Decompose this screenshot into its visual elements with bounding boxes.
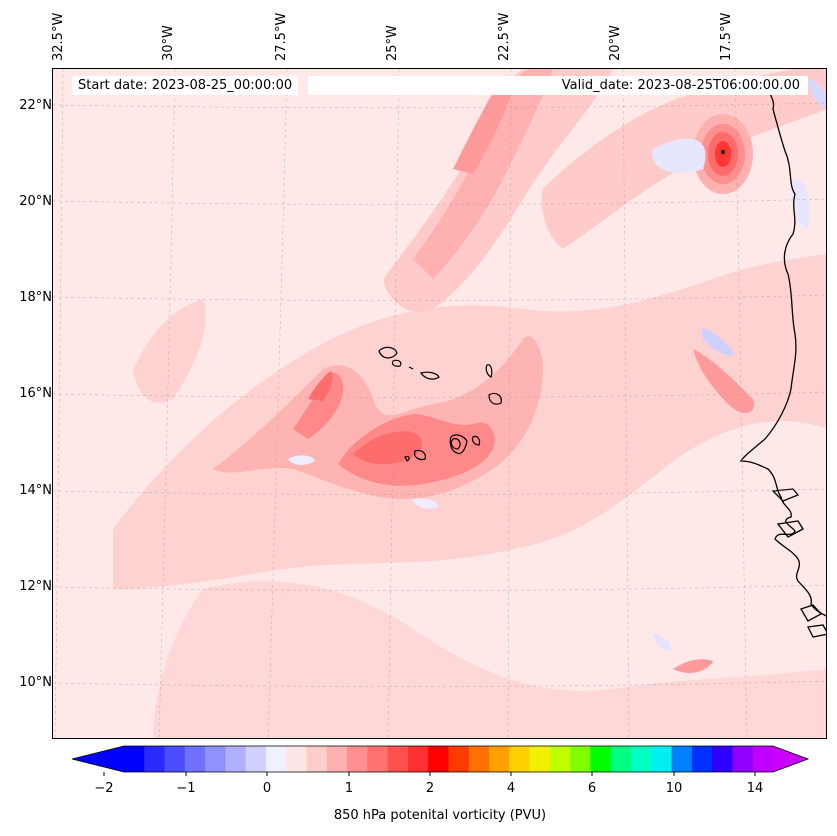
pv-filament (653, 634, 672, 651)
cape-verde-islands (378, 346, 502, 462)
colorbar-extend-high (773, 746, 808, 772)
colorbar-tick-label: 6 (587, 781, 597, 796)
colorbar-extend-low (72, 746, 124, 772)
colorbar-swatch (347, 746, 368, 772)
start-date-label: Start date: 2023-08-25_00:00:00 (72, 76, 299, 95)
coastline (771, 488, 800, 502)
colorbar-swatch (205, 746, 226, 772)
lon-label: 22.5°W (497, 12, 512, 61)
pv-negative-patch (808, 79, 826, 109)
pv-filament (693, 349, 754, 414)
lat-label: 16°N (19, 386, 52, 401)
lat-label: 20°N (19, 194, 52, 209)
colorbar-label: 850 hPa potenital vorticity (PVU) (333, 808, 547, 823)
coastline (807, 624, 826, 638)
colorbar-outline (71, 745, 810, 773)
coastline (739, 88, 826, 617)
pv-contour-band (293, 372, 344, 439)
colorbar-swatch (184, 746, 206, 772)
colorbar-swatch (428, 746, 449, 772)
pv-contour-band (353, 431, 423, 465)
colorbar-swatch (651, 746, 673, 772)
lat-label: 22°N (19, 98, 52, 113)
pv-filament (413, 69, 553, 279)
map-panel (52, 68, 827, 739)
lat-label: 10°N (19, 675, 52, 690)
pv-negative-patch (413, 498, 438, 509)
lon-label: 27.5°W (274, 12, 289, 61)
colorbar-swatch (124, 746, 145, 772)
colorbar-swatch (265, 746, 287, 772)
colorbar-swatch (529, 746, 551, 772)
colorbar-swatch (489, 746, 510, 772)
pv-negative-patch (288, 455, 315, 465)
colorbar-tick-label: 10 (665, 781, 683, 796)
colorbar-swatch (144, 746, 166, 772)
colorbar-swatch (387, 746, 409, 772)
pv-filament (673, 659, 713, 673)
pv-contour-band (153, 581, 826, 738)
colorbar-swatch (610, 746, 632, 772)
colorbar-swatch (712, 746, 733, 772)
pv-vortex (693, 114, 753, 194)
pv-contour-band (133, 299, 206, 403)
valid-date-label: Valid_date: 2023-08-25T06:00:00.00 (308, 76, 808, 95)
pv-negative-patch (791, 178, 810, 229)
colorbar-tick-label: 2 (425, 781, 435, 796)
gridlines (53, 69, 826, 738)
colorbar-swatch (691, 746, 713, 772)
colorbar-swatch (306, 746, 328, 772)
pv-negative-patch (652, 138, 706, 173)
colorbar-swatch (448, 746, 470, 772)
colorbar-swatch (286, 746, 308, 772)
pv-filament (453, 84, 513, 174)
colorbar-tick-label: 1 (344, 781, 354, 796)
lon-label: 17.5°W (719, 12, 734, 61)
colorbar-swatch (367, 746, 389, 772)
colorbar-tick-label: 4 (506, 781, 516, 796)
lon-label: 32.5°W (51, 12, 66, 61)
colorbar-swatch (570, 746, 591, 772)
colorbar-tick-label: 14 (746, 781, 764, 796)
colorbar-swatch (732, 746, 754, 772)
pv-contour-band (308, 371, 333, 401)
colorbar-swatch (752, 746, 774, 772)
colorbar-swatch (671, 746, 693, 772)
lat-label: 14°N (19, 483, 52, 498)
lat-label: 12°N (19, 579, 52, 594)
lon-label: 25°W (385, 25, 400, 61)
coastline (776, 520, 804, 538)
colorbar-swatch (164, 746, 186, 772)
colorbar-swatch (631, 746, 652, 772)
colorbar-swatch (590, 746, 612, 772)
colorbar-tick-label: −1 (176, 781, 196, 796)
colorbar-swatch (326, 746, 348, 772)
colorbar-swatch (225, 746, 247, 772)
colorbar-tick-label: 0 (262, 781, 272, 796)
colorbar-swatch (549, 746, 571, 772)
lat-label: 18°N (19, 290, 52, 305)
colorbar-swatch (407, 746, 429, 772)
colorbar-swatch (509, 746, 531, 772)
colorbar-tick-label: −2 (94, 781, 114, 796)
pv-field-map (53, 69, 826, 738)
colorbar-swatch (245, 746, 267, 772)
pv-filament (701, 327, 735, 356)
colorbar-swatch (468, 746, 490, 772)
lon-label: 30°W (161, 25, 176, 61)
coastline (800, 604, 823, 622)
lon-label: 20°W (608, 25, 623, 61)
